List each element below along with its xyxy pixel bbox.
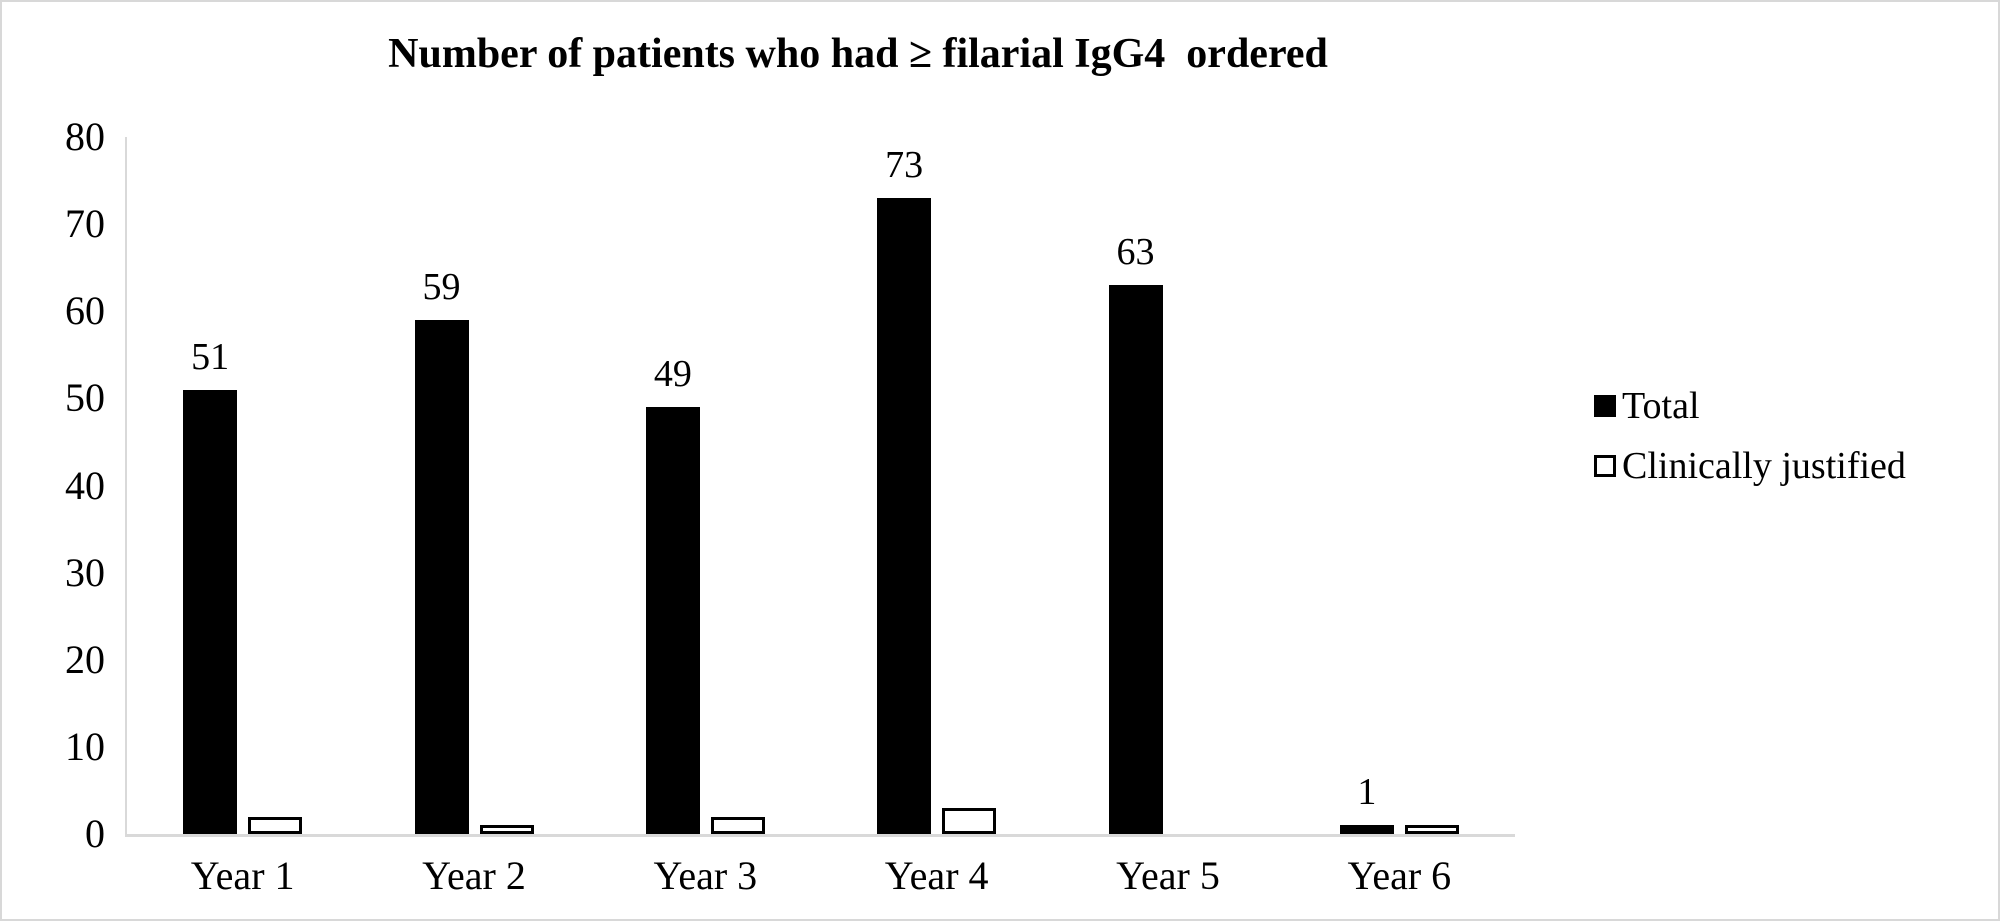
- bar-clinically-justified: [710, 816, 765, 834]
- bar-total: [877, 198, 932, 834]
- legend-item: Total: [1594, 376, 1906, 436]
- bar-clinically-justified: [942, 807, 997, 834]
- y-axis-tick-label: 40: [65, 462, 105, 508]
- y-axis-tick-label: 70: [65, 201, 105, 247]
- bar-total: [1339, 825, 1394, 834]
- y-axis-tick-label: 50: [65, 375, 105, 421]
- x-axis-category-label: Year 2: [422, 853, 526, 898]
- plot-area: 51 59 49 73 63 1: [125, 137, 1515, 837]
- bar-total: [1108, 285, 1163, 834]
- y-axis-tick-label: 80: [65, 114, 105, 159]
- y-axis-tick-label: 20: [65, 636, 105, 682]
- bar-data-label: 59: [422, 265, 461, 308]
- bar-total: [183, 389, 238, 834]
- x-axis-category-label: Year 4: [884, 853, 989, 898]
- bar-data-label: 51: [191, 335, 230, 378]
- bar-clinically-justified: [479, 825, 534, 834]
- bar-data-label: 49: [653, 353, 692, 396]
- y-axis-tick-label: 60: [65, 288, 105, 334]
- chart-title: Number of patients who had ≥ filarial Ig…: [388, 31, 1328, 77]
- y-axis-line: [125, 137, 127, 837]
- legend: Total Clinically justified: [1594, 376, 1906, 496]
- bar-clinically-justified: [1404, 825, 1459, 834]
- legend-item: Clinically justified: [1594, 436, 1906, 496]
- bar-data-label: 73: [885, 144, 924, 186]
- x-axis-line: [127, 834, 1515, 837]
- legend-label: Total: [1622, 385, 1700, 427]
- y-axis-tick-label: 0: [85, 811, 105, 856]
- x-axis-category-label: Year 3: [653, 853, 758, 898]
- bar-total: [414, 319, 469, 834]
- legend-swatch-filled-black: [1594, 395, 1616, 417]
- x-axis-category-label: Year 6: [1347, 853, 1452, 898]
- y-axis-tick-label: 10: [65, 723, 105, 769]
- bar-clinically-justified: [248, 816, 303, 834]
- bar-total: [645, 407, 700, 834]
- legend-label: Clinically justified: [1622, 445, 1906, 487]
- bar-data-label: 1: [1357, 771, 1377, 814]
- y-axis-tick-label: 30: [65, 549, 105, 595]
- x-axis-category-label: Year 5: [1116, 853, 1220, 898]
- legend-swatch-white-outlined: [1594, 455, 1616, 477]
- x-axis: Year 1 Year 2 Year 3 Year 4 Year 5 Year 6: [127, 854, 1515, 902]
- y-axis: 0 10 20 30 40 50 60 70 80: [22, 116, 105, 855]
- x-axis-category-label: Year 1: [190, 853, 295, 898]
- bar-data-label: 63: [1116, 231, 1155, 274]
